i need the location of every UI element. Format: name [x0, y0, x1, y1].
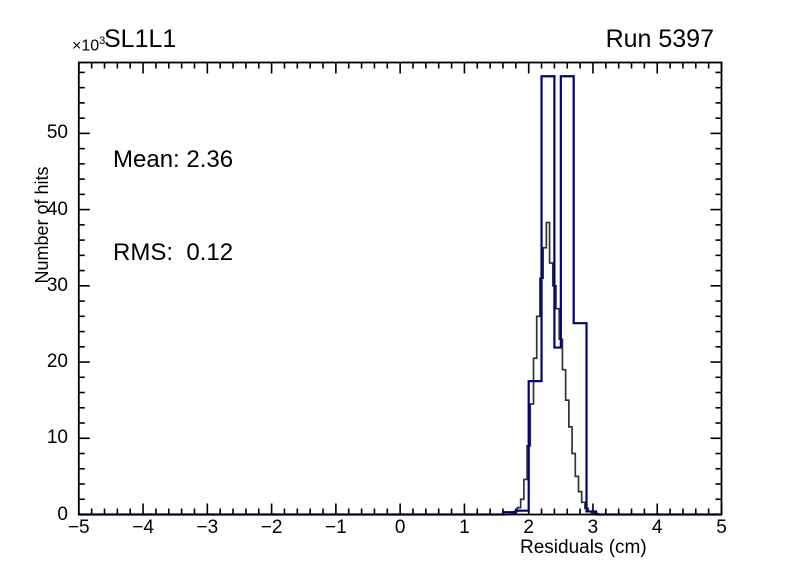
y-tick-label: 20	[46, 351, 68, 373]
x-tick-label: −5	[67, 517, 90, 538]
x-tick-label: 4	[651, 517, 663, 538]
x-tick-label: −4	[132, 517, 154, 538]
y-tick-label: 50	[46, 122, 68, 144]
statistics-annotation: Mean: 2.36 RMS: 0.12	[113, 82, 233, 330]
x-tick-label: 3	[587, 517, 599, 538]
y-exponent-power: 3	[99, 35, 106, 47]
stats-rms-line: RMS: 0.12	[113, 239, 234, 266]
stats-mean-line: Mean: 2.36	[113, 146, 234, 173]
y-axis-exponent-label: ×103	[72, 33, 105, 54]
histogram-title: SL1L1	[104, 25, 177, 53]
x-tick-label: 0	[394, 517, 406, 538]
y-tick-label: 40	[46, 198, 68, 220]
x-tick-label: −1	[325, 517, 347, 538]
x-tick-label: 5	[716, 517, 727, 538]
y-tick-label: 0	[57, 503, 68, 525]
x-tick-label: 2	[523, 517, 534, 538]
x-axis-title: Residuals (cm)	[520, 537, 647, 558]
x-tick-label: −3	[196, 517, 219, 538]
run-label: Run 5397	[605, 25, 714, 53]
x-tick-label: 1	[459, 517, 470, 538]
y-exponent-prefix: ×10	[72, 37, 100, 55]
y-tick-label: 10	[46, 427, 68, 449]
x-tick-label: −2	[260, 517, 283, 538]
y-tick-label: 30	[46, 274, 68, 296]
